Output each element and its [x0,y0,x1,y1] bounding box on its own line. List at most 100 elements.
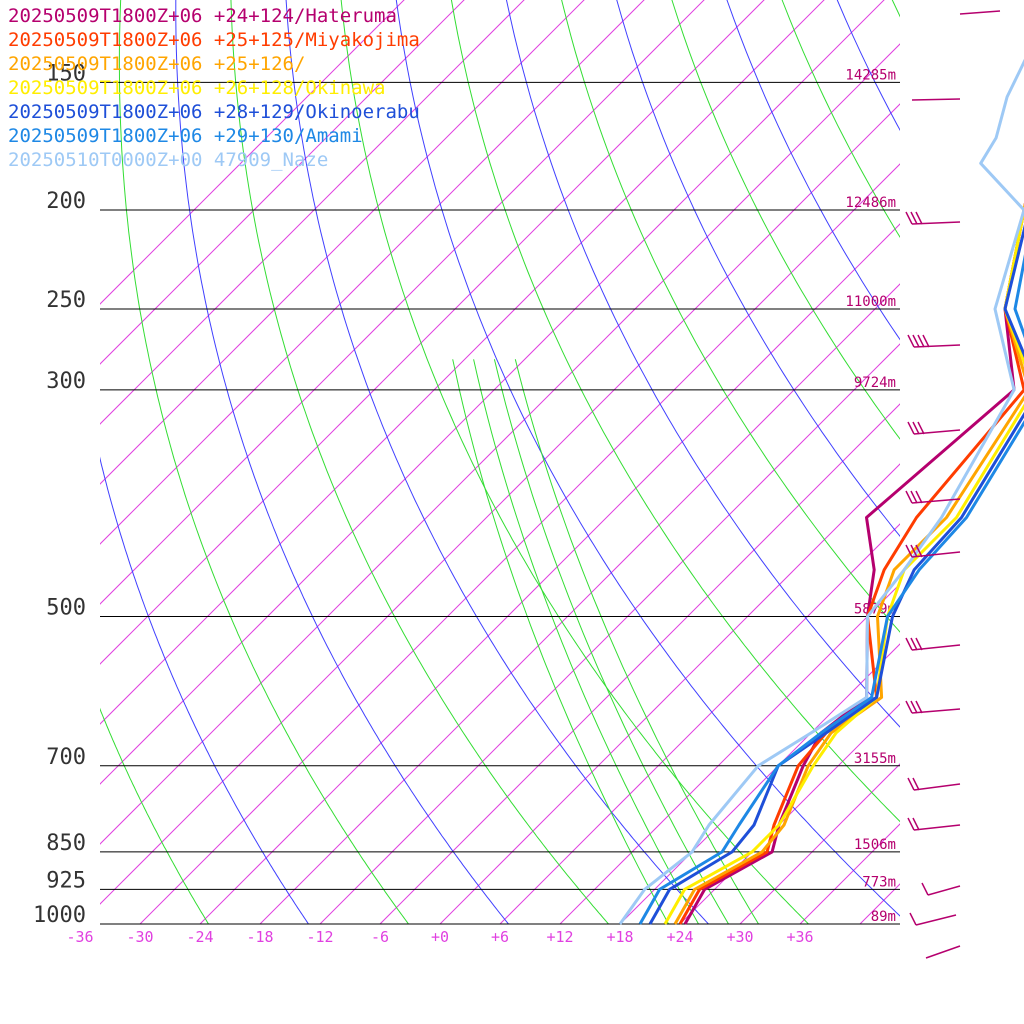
wind-barb-flag [910,637,918,651]
isotherm-line [499,523,900,924]
pressure-tick-label: 850 [46,831,86,856]
legend-entry: 20250509T1800Z+06 +25+126/ [8,53,306,75]
wind-barb-flag [912,334,920,348]
moist-adiabat-line [452,359,669,924]
wind-barb-flag [912,817,920,831]
series-line [638,254,1024,925]
wind-barb-flag [921,882,929,896]
dry-adiabat-lines [100,0,900,924]
isotherm-line [100,0,825,725]
height-label: 1506m [854,837,896,853]
wind-barb-flag [905,700,913,714]
pressure-tick-label: 500 [46,596,86,621]
isotherm-line [559,583,900,924]
pressure-tick-label: 925 [46,868,86,893]
pressure-tick-label: 200 [46,189,86,214]
height-label: 9724m [854,375,896,391]
adiabat-line [505,0,900,728]
axis-labels: 100150200250300500700850925100016647m142… [33,61,896,946]
wind-barb [911,498,961,504]
wind-barb [913,344,961,348]
legend-entry: 20250510T0000Z+00 47909_Naze [8,149,329,171]
wind-barb [915,914,957,926]
height-label: 11000m [845,294,896,310]
temperature-tick-label: +24 [666,928,693,946]
temperature-tick-label: +12 [546,928,573,946]
wind-barb [913,429,961,435]
wind-barb-flag [915,637,923,651]
wind-barb [911,644,961,651]
temperature-tick-label: -30 [126,928,153,946]
wind-barb-flag [907,777,915,791]
adiabat-line [340,0,810,924]
wind-barb-flag [907,421,915,435]
height-label: 3155m [854,751,896,767]
adiabat-line [175,0,510,924]
wind-barb-flag [905,211,913,225]
wind-barb-flag [915,700,923,714]
wind-barb [925,945,961,959]
legend-entry: 20250509T1800Z+06 +24+124/Hateruma [8,5,397,27]
wind-barb [911,221,961,225]
height-label: 14285m [845,67,896,83]
isotherm-line [100,0,525,425]
adiabat-line [230,0,610,924]
wind-barb [911,551,961,558]
wind-barb [959,10,1001,15]
wind-barb [927,885,961,896]
wind-barb-flag [917,334,925,348]
pressure-tick-label: 700 [46,745,86,770]
isotherm-line [199,223,900,924]
isotherm-line [100,0,585,485]
wind-barb-flag [910,544,918,558]
wind-barb-flag [905,637,913,651]
pressure-tick-label: 1000 [33,903,86,928]
wind-barb [911,98,961,101]
wind-barb-flag [905,544,913,558]
temperature-tick-label: -36 [66,928,93,946]
wind-barb-flag [905,490,913,504]
isotherm-line [100,103,900,905]
adiabat-line [118,0,410,924]
moist-adiabat-line [473,359,699,924]
adiabat-line [726,0,900,341]
wind-barb-flag [912,777,920,791]
wind-barbs [905,10,1001,959]
temperature-tick-label: +0 [431,928,449,946]
series-line [618,58,1024,925]
wind-barb-flag [917,421,925,435]
wind-barb-flag [915,544,923,558]
isotherm-line [100,0,465,365]
adiabat-line [891,0,900,18]
wind-barb-flag [907,817,915,831]
height-label: 89m [871,909,896,925]
wind-barb-flag [912,421,920,435]
moist-adiabat-lines [100,0,900,924]
adiabat-line [100,707,210,924]
legend-entry: 20250509T1800Z+06 +25+125/Miyakojima [8,29,420,51]
isotherm-line [319,343,900,924]
wind-barb [911,708,961,714]
wind-barb [913,783,961,791]
wind-barb-flag [907,334,915,348]
adiabat-line [395,0,900,917]
adiabat-line [616,0,900,538]
height-label: 5879m [854,602,896,618]
adiabat-line [100,456,310,924]
isotherm-line [439,463,900,924]
wind-barb-flag [909,912,917,926]
isotherm-line [100,0,765,665]
temperature-tick-label: -24 [186,928,213,946]
temperature-tick-label: -12 [306,928,333,946]
temperature-tick-label: -6 [371,928,389,946]
chart-legend: 20250509T1800Z+06 +24+124/Hateruma 202505… [8,4,420,172]
legend-entry: 20250509T1800Z+06 +26+128/Okinawa [8,77,386,99]
wind-barb-flag [922,334,930,348]
temperature-tick-label: +36 [786,928,813,946]
temperature-tick-label: +6 [491,928,509,946]
temperature-tick-label: +30 [726,928,753,946]
legend-entry: 20250509T1800Z+06 +28+129/Okinoerabu [8,101,420,123]
wind-barb-flag [915,490,923,504]
isobar-lines [100,81,900,925]
temperature-tick-label: +18 [606,928,633,946]
